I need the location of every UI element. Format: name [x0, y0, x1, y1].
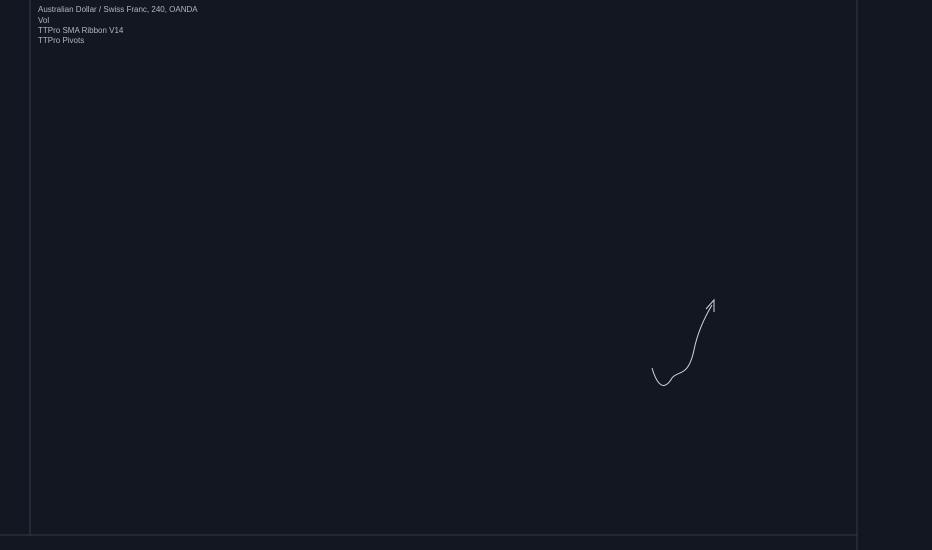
- legend-title: Australian Dollar / Swiss Franc, 240, OA…: [38, 5, 198, 14]
- projection-arrow: [651, 304, 713, 386]
- legend-indicator: Vol: [38, 16, 49, 25]
- arrow-head: [705, 298, 715, 312]
- legend-indicator: TTPro Pivots: [38, 36, 84, 45]
- legend-indicator: TTPro SMA Ribbon V14: [38, 26, 124, 35]
